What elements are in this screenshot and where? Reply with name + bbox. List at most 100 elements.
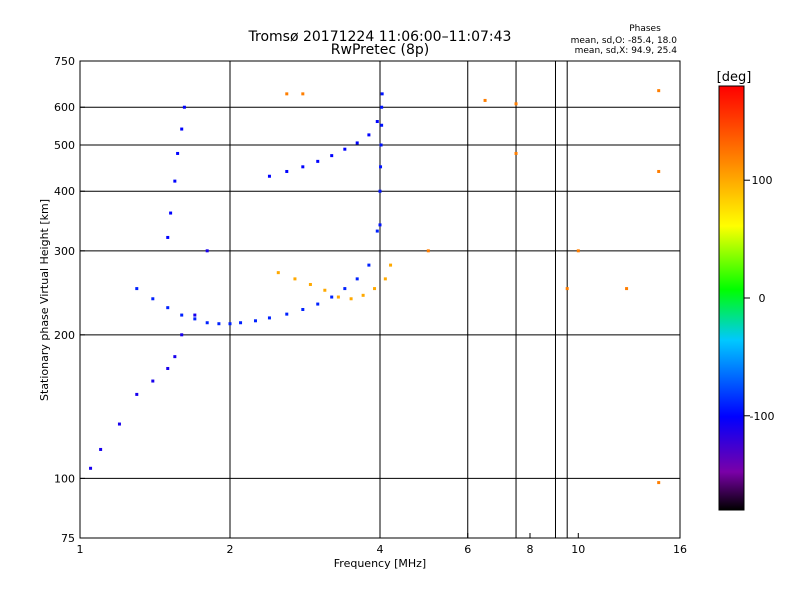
chart-subtitle: RwPretec (8p) xyxy=(331,42,429,58)
x-tick-label: 4 xyxy=(377,543,384,556)
data-point xyxy=(193,317,197,321)
data-point xyxy=(166,306,170,310)
data-point xyxy=(228,322,232,326)
data-point xyxy=(308,282,312,286)
data-point xyxy=(367,133,371,137)
data-point xyxy=(180,333,184,337)
data-point xyxy=(355,277,359,281)
data-point xyxy=(657,481,661,485)
data-point xyxy=(375,120,379,124)
data-point xyxy=(330,295,334,299)
x-axis-label: Frequency [MHz] xyxy=(334,557,426,570)
data-point xyxy=(576,249,580,253)
data-point xyxy=(166,235,170,239)
colorbar-tick-label: -100 xyxy=(750,410,775,423)
data-point xyxy=(180,127,184,131)
data-point xyxy=(89,466,93,470)
data-point xyxy=(176,151,180,155)
phase-box-title: Phases xyxy=(629,24,661,34)
data-point xyxy=(316,302,320,306)
data-point xyxy=(180,313,184,317)
data-point xyxy=(267,316,271,320)
data-point xyxy=(135,287,139,291)
x-tick-label: 6 xyxy=(464,543,471,556)
data-point xyxy=(151,297,155,301)
data-point xyxy=(343,147,347,151)
data-point xyxy=(367,263,371,267)
data-point xyxy=(253,319,257,323)
data-point xyxy=(173,355,177,359)
data-point xyxy=(355,141,359,145)
data-point xyxy=(380,105,384,109)
data-point xyxy=(301,92,305,96)
data-point xyxy=(349,297,353,301)
data-point xyxy=(565,287,569,291)
data-point xyxy=(380,92,384,96)
chart-title: Tromsø 20171224 11:06:00–11:07:43 xyxy=(248,29,512,45)
data-point xyxy=(378,189,382,193)
y-tick-label: 100 xyxy=(54,472,75,485)
y-axis-label: Stationary phase Virtual Height [km] xyxy=(38,199,51,401)
x-tick-label: 10 xyxy=(571,543,585,556)
data-point xyxy=(217,322,221,326)
data-point xyxy=(193,313,197,317)
data-point xyxy=(343,287,347,291)
data-point xyxy=(380,123,384,127)
data-point xyxy=(483,98,487,102)
data-point xyxy=(378,223,382,227)
data-point xyxy=(285,92,289,96)
y-tick-label: 200 xyxy=(54,329,75,342)
x-tick-label: 2 xyxy=(227,543,234,556)
data-point xyxy=(375,229,379,233)
data-point xyxy=(182,105,186,109)
y-tick-label: 600 xyxy=(54,101,75,114)
y-tick-label: 75 xyxy=(61,532,75,545)
data-point xyxy=(426,249,430,253)
colorbar-tick-label: 100 xyxy=(752,174,773,187)
colorbar-tick-label: 0 xyxy=(759,292,766,305)
data-point xyxy=(625,287,629,291)
y-tick-label: 750 xyxy=(54,55,75,68)
data-point xyxy=(514,151,518,155)
data-points xyxy=(89,89,661,485)
data-point xyxy=(301,307,305,311)
y-axis-ticks: 75 100 200 300 400 500 600 750 xyxy=(54,55,85,545)
data-point xyxy=(173,179,177,183)
data-point xyxy=(267,174,271,178)
data-point xyxy=(166,366,170,370)
data-point xyxy=(316,159,320,163)
data-point xyxy=(330,154,334,158)
data-point xyxy=(379,143,383,147)
data-point xyxy=(285,312,289,316)
data-point xyxy=(379,165,383,169)
data-point xyxy=(205,321,209,325)
data-point xyxy=(389,263,393,267)
colorbar xyxy=(718,85,745,511)
data-point xyxy=(205,249,209,253)
data-point xyxy=(301,165,305,169)
data-point xyxy=(383,277,387,281)
data-point xyxy=(657,169,661,173)
x-tick-label: 16 xyxy=(673,543,687,556)
x-axis-ticks: 1 2 4 6 8 10 16 xyxy=(77,533,687,556)
plot-grid xyxy=(80,61,680,538)
data-point xyxy=(293,277,297,281)
data-point xyxy=(657,89,661,93)
x-tick-label: 1 xyxy=(77,543,84,556)
data-point xyxy=(285,169,289,173)
data-point xyxy=(373,287,377,291)
data-point xyxy=(239,321,243,325)
data-point xyxy=(117,422,121,426)
phase-box-x: mean, sd,X: 94.9, 25.4 xyxy=(575,46,678,56)
phase-box-o: mean, sd,O: -85.4, 18.0 xyxy=(571,36,678,46)
colorbar-label: [deg] xyxy=(717,70,752,85)
data-point xyxy=(99,447,103,451)
y-tick-label: 300 xyxy=(54,245,75,258)
data-point xyxy=(151,379,155,383)
y-tick-label: 400 xyxy=(54,185,75,198)
x-tick-label: 8 xyxy=(527,543,534,556)
data-point xyxy=(361,293,365,297)
colorbar-ticks: 100 0 -100 xyxy=(744,174,774,423)
data-point xyxy=(336,295,340,299)
